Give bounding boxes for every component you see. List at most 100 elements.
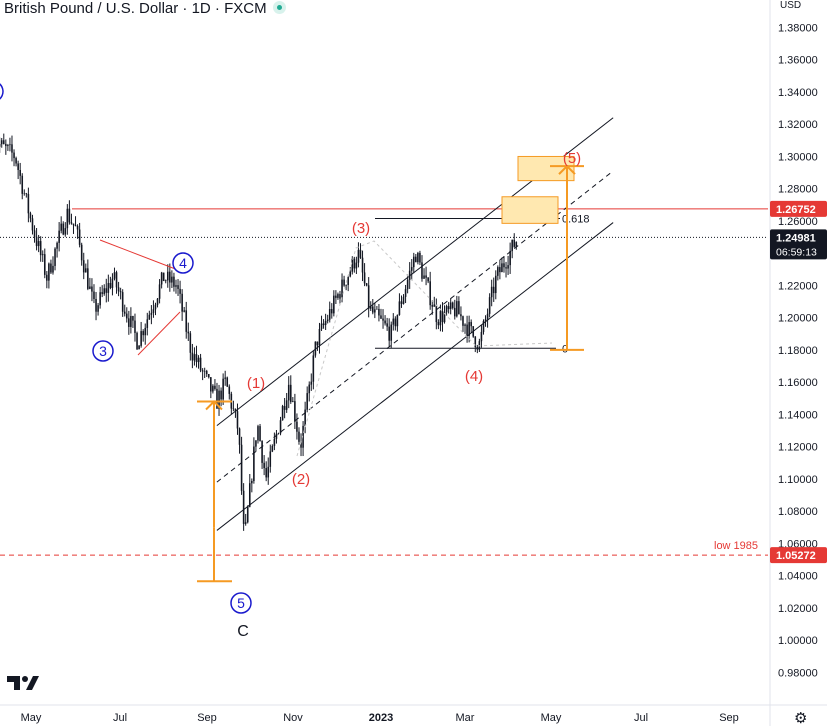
candle — [105, 278, 108, 303]
price-tick-label: 1.34000 — [778, 87, 818, 99]
wave-circle — [172, 252, 194, 274]
candle — [72, 223, 75, 234]
candle — [336, 292, 339, 300]
time-tick-label: 2023 — [369, 712, 393, 724]
candle — [127, 310, 130, 335]
candle — [191, 343, 194, 369]
candle — [14, 156, 17, 167]
candle — [12, 149, 15, 167]
candle — [107, 274, 110, 302]
candle — [66, 204, 69, 235]
candle — [62, 221, 65, 236]
candle — [424, 266, 427, 286]
candle — [254, 440, 257, 452]
candle — [459, 306, 462, 321]
candle — [500, 257, 503, 273]
candle — [86, 259, 89, 291]
price-tick-label: 1.32000 — [778, 119, 818, 131]
candle — [328, 301, 331, 323]
candle — [244, 513, 247, 526]
candle — [449, 298, 452, 315]
time-tick-label: Jul — [634, 712, 648, 724]
candle — [203, 367, 206, 379]
candle — [482, 319, 485, 335]
candle — [310, 373, 313, 391]
candle — [465, 315, 468, 343]
candle — [334, 290, 337, 305]
wave-label-blue: 5 — [237, 595, 245, 611]
candle — [426, 277, 429, 284]
candle — [287, 376, 290, 409]
candle — [357, 242, 360, 268]
price-tick-label: 0.98000 — [778, 667, 818, 679]
low-1985-price-tag-bg — [770, 547, 827, 564]
wave-label-red: (3) — [352, 220, 370, 237]
time-tick-label: Mar — [456, 712, 475, 724]
candle — [332, 290, 335, 317]
candle — [141, 329, 144, 342]
candle — [353, 256, 356, 273]
price-tick-label: 1.02000 — [778, 603, 818, 615]
projection-arrowhead-left — [205, 400, 223, 411]
candle — [33, 225, 36, 243]
chart-title[interactable]: British Pound / U.S. Dollar · 1D · FXCM — [4, 0, 286, 17]
candle — [18, 162, 21, 185]
candle — [228, 384, 231, 400]
candle — [45, 271, 48, 289]
candle — [193, 347, 196, 366]
channel-middle-line — [216, 170, 614, 483]
candle — [213, 379, 216, 391]
candle — [494, 270, 497, 300]
candle — [461, 315, 464, 332]
low-1985-label: low 1985 — [714, 540, 758, 552]
candle — [23, 189, 26, 196]
candle — [166, 264, 169, 288]
candle — [10, 135, 13, 162]
candle — [158, 279, 161, 304]
candle — [207, 373, 210, 379]
candle — [53, 247, 56, 271]
candle — [394, 316, 397, 331]
candle — [150, 305, 153, 325]
candle — [295, 413, 298, 440]
candle — [486, 308, 489, 328]
candle — [123, 304, 126, 317]
gear-icon[interactable]: ⚙ — [794, 709, 808, 727]
candle — [428, 271, 431, 310]
candle — [463, 323, 466, 334]
candle — [41, 250, 44, 262]
candle — [144, 323, 147, 345]
candle — [49, 259, 52, 274]
candle — [76, 224, 79, 239]
candle — [502, 256, 505, 273]
candle — [455, 295, 458, 318]
wave-path-guide — [296, 240, 553, 457]
candle — [178, 280, 181, 304]
candle — [367, 277, 370, 318]
wave-circle — [92, 340, 114, 362]
time-axis[interactable]: May Jul Sep Nov 2023 Mar May Jul Sep — [0, 704, 827, 724]
candle — [29, 211, 32, 223]
candle — [205, 369, 208, 377]
price-axis[interactable]: USD 1.38000 1.36000 1.34000 1.32000 1.30000 1.… — [769, 0, 827, 726]
candle — [64, 222, 67, 237]
candle — [80, 242, 83, 266]
candle — [164, 279, 167, 284]
candle — [248, 474, 251, 508]
wave-4-trend-line — [137, 311, 181, 356]
candle — [113, 267, 116, 281]
bar-countdown: 06:59:13 — [776, 246, 817, 258]
wave-label-red: (1) — [247, 375, 265, 392]
wave-4-trend-line — [99, 239, 179, 271]
candle — [402, 294, 405, 305]
wave-label-blue: 4 — [179, 255, 187, 271]
time-tick-label: Nov — [283, 712, 303, 724]
candle — [346, 275, 349, 292]
candle — [119, 287, 122, 300]
symbol-title[interactable]: British Pound / U.S. Dollar · 1D · FXCM — [4, 0, 267, 17]
wave-circle-partial — [0, 83, 4, 100]
candle — [506, 255, 509, 275]
candle — [117, 281, 120, 297]
